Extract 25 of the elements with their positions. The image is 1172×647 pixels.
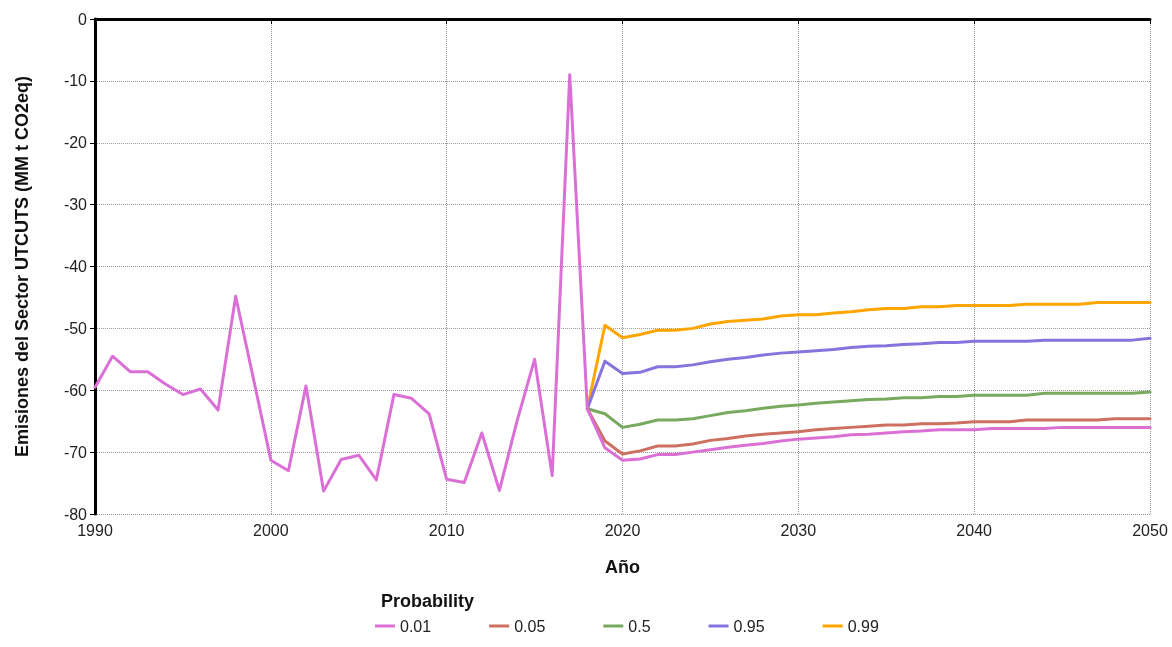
x-tick-label: 2000	[253, 521, 289, 539]
y-tick-label: 0	[78, 10, 88, 28]
x-tick-label: 2020	[604, 521, 641, 539]
x-tick-label: 2030	[780, 521, 817, 539]
x-tick-label: 2040	[956, 521, 993, 539]
y-tick-label: -50	[63, 319, 88, 337]
legend-label: 0.95	[733, 617, 765, 635]
legend-label: 0.5	[628, 617, 651, 635]
y-tick-label: -60	[63, 381, 88, 399]
x-tick-label: 2050	[1132, 521, 1168, 539]
line-series	[93, 73, 1152, 493]
legend-label: 0.01	[400, 617, 432, 635]
y-axis-title: Emisiones del Sector UTCUTS (MM t CO2eq)	[12, 75, 32, 458]
x-axis-title: Año	[605, 557, 640, 577]
y-tick-label: -80	[63, 505, 88, 523]
y-tick-label: -70	[63, 443, 88, 461]
x-tick-label: 1990	[77, 521, 113, 539]
legend-label: 0.05	[514, 617, 546, 635]
y-tick-label: -30	[63, 196, 88, 214]
legend-title: Probability	[381, 591, 475, 611]
y-tick-label: -20	[63, 134, 88, 152]
legend-label: 0.99	[847, 617, 879, 635]
y-tick-label: -10	[63, 72, 88, 90]
x-tick-label: 2010	[428, 521, 465, 539]
y-tick-label: -40	[63, 258, 88, 275]
